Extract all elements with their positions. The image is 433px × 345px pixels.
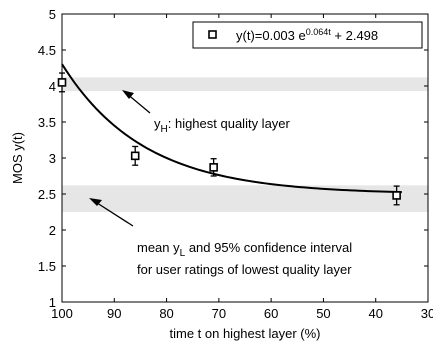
data-point [130,151,140,161]
y-tick-label: 3.5 [38,115,56,130]
legend-label: y(t)=0.003 e0.064t + 2.498 [236,27,378,43]
y-tick-label: 3 [49,151,56,166]
x-axis-label: time t on highest layer (%) [169,326,320,341]
y-axis-ticks: 1 1.5 2 2.5 3 3.5 4 4.5 5 [38,7,428,310]
legend-marker [208,30,217,39]
data-point [209,163,218,172]
data-point [57,78,67,87]
y-tick-label: 4.5 [38,43,56,58]
confidence-bands [62,77,428,212]
y-tick-label: 1.5 [38,259,56,274]
fit-curve [61,63,402,194]
legend-box [192,21,423,49]
annotation-low-line1: mean yL and 95% confidence interval [137,240,352,259]
x-tick-label: 30 [421,306,433,321]
x-tick-label: 100 [51,306,73,321]
confidence-band-0 [62,77,428,92]
annotation-high: yH: highest quality layer [154,116,291,135]
confidence-band-1 [62,185,428,212]
y-axis-label: MOS y(t) [10,132,25,184]
x-tick-label: 90 [107,306,121,321]
annotation-arrow-low [89,198,134,227]
annotation-low-line2: for user ratings of lowest quality layer [137,262,352,277]
x-axis-ticks: 100 90 80 70 60 50 40 30 [51,14,433,321]
y-tick-label: 5 [49,7,56,22]
y-tick-label: 1 [49,295,56,310]
x-tick-label: 80 [159,306,173,321]
x-tick-label: 60 [264,306,278,321]
y-tick-label: 4 [49,79,56,94]
data-points [57,72,401,206]
y-tick-label: 2 [49,223,56,238]
legend: y(t)=0.003 e0.064t + 2.498 [192,21,423,49]
x-tick-label: 40 [368,306,382,321]
x-tick-label: 50 [316,306,330,321]
annotation-arrow-high [122,90,151,114]
plot-frame [61,13,429,303]
x-tick-label: 70 [212,306,226,321]
data-point [392,191,401,200]
y-tick-label: 2.5 [38,187,56,202]
